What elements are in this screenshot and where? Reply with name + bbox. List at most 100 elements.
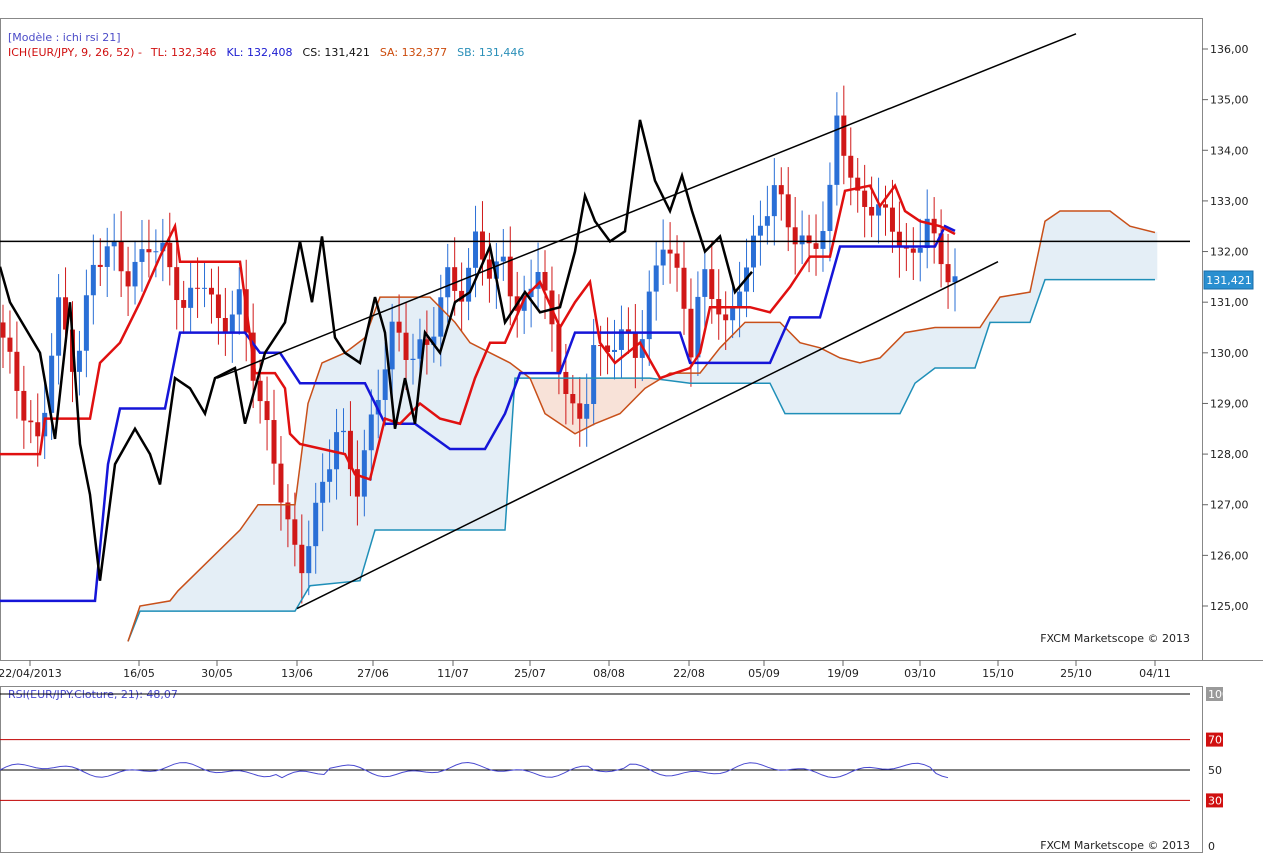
kumo-segment <box>763 322 768 384</box>
candle-body <box>535 271 541 289</box>
candle-body <box>667 249 673 254</box>
kumo-segment <box>739 323 744 384</box>
kumo-segment <box>1003 295 1008 323</box>
kumo-segment <box>814 346 819 414</box>
date-tick-label: 15/10 <box>982 667 1014 680</box>
candle-body <box>403 332 409 360</box>
price-tick-label: 132,00 <box>1210 246 1249 259</box>
kumo-segment <box>841 358 846 414</box>
candle-body <box>889 207 895 232</box>
kumo-segment <box>598 377 603 423</box>
kumo-segment <box>178 586 183 612</box>
kumo-segment <box>190 574 195 612</box>
candle-body <box>320 481 326 503</box>
date-tick-label: 30/05 <box>201 667 233 680</box>
kumo-segment <box>223 542 228 612</box>
kumo-segment <box>1066 210 1071 280</box>
kumo-segment <box>499 357 504 531</box>
kumo-segment <box>784 326 789 414</box>
candle-body <box>111 241 117 247</box>
kumo-segment <box>1021 292 1026 323</box>
candle-body <box>76 350 82 372</box>
kumo-segment <box>205 559 210 612</box>
price-tick-label: 129,00 <box>1210 397 1249 410</box>
candle-body <box>313 502 319 547</box>
kumo-segment <box>235 530 240 612</box>
indicator-legend-item: SB: 131,446 <box>457 46 524 59</box>
kumo-segment <box>772 322 777 396</box>
kumo-segment <box>373 305 378 535</box>
candle-body <box>146 249 152 253</box>
kumo-segment <box>895 337 900 414</box>
price-tick-label: 131,00 <box>1210 296 1249 309</box>
candle-body <box>570 394 576 404</box>
candle-body <box>556 324 562 372</box>
kumo-segment <box>613 377 618 417</box>
kumo-segment <box>187 577 192 612</box>
candle-body <box>271 420 277 464</box>
kumo-segment <box>463 333 468 531</box>
kumo-segment <box>886 347 891 414</box>
kumo-segment <box>847 359 852 414</box>
candle-body <box>83 295 89 351</box>
candle-body <box>167 242 173 268</box>
indicator-lines <box>0 119 1156 642</box>
candle-body <box>737 291 743 308</box>
kumo-segment <box>871 358 876 414</box>
candle-body <box>181 300 187 308</box>
kumo-segment <box>241 522 246 612</box>
kumo-segment <box>802 343 807 414</box>
candle-body <box>340 430 346 433</box>
kumo-segment <box>610 377 615 418</box>
kumo-segment <box>622 377 627 412</box>
kumo-segment <box>544 377 549 417</box>
candle-body <box>153 251 159 253</box>
kumo-segment <box>184 580 189 612</box>
candle-body <box>14 351 20 391</box>
kumo-segment <box>553 377 558 423</box>
kumo-segment <box>1123 221 1128 280</box>
kumo-segment <box>1072 210 1077 280</box>
candle-body <box>7 337 13 352</box>
kumo-segment <box>880 353 885 414</box>
candle-body <box>445 267 451 298</box>
candle-body <box>806 235 812 244</box>
candle-body <box>118 241 124 272</box>
candle-body <box>424 339 430 345</box>
current-price-label: 131,421 <box>1206 274 1252 287</box>
trendline <box>216 33 1077 379</box>
date-tick-label: 16/05 <box>123 667 155 680</box>
candle-body <box>104 246 110 267</box>
kumo-segment <box>250 509 255 612</box>
date-tick-label: 04/11 <box>1139 667 1171 680</box>
kumo-segment <box>208 556 213 612</box>
kumo-segment <box>883 350 888 414</box>
candle-body <box>660 249 666 266</box>
rsi-level-badge <box>1206 793 1223 808</box>
indicator-legend-item: CS: 131,421 <box>303 46 370 59</box>
kumo-segment <box>952 327 957 369</box>
chikou-line <box>0 119 753 581</box>
kumo-segment <box>484 349 489 531</box>
kumo-segment <box>403 296 408 531</box>
kumo-segment <box>928 327 933 374</box>
kumo-segment <box>922 328 927 378</box>
price-tick-label: 127,00 <box>1210 499 1249 512</box>
kumo-segment <box>1105 210 1110 280</box>
kumo-segment <box>601 377 606 422</box>
candle-body <box>876 204 882 216</box>
kumo-segment <box>868 359 873 414</box>
candle-body <box>334 432 340 470</box>
date-tick-label: 05/09 <box>748 667 780 680</box>
candle-body <box>778 185 784 195</box>
candle-body <box>542 271 548 291</box>
kumo-segment <box>823 349 828 414</box>
kumo-segment <box>160 601 165 612</box>
candle-body <box>591 345 597 404</box>
candle-body <box>723 314 729 321</box>
candle-body <box>56 297 62 356</box>
date-tick-label: 27/06 <box>357 667 389 680</box>
kumo-segment <box>934 327 939 369</box>
